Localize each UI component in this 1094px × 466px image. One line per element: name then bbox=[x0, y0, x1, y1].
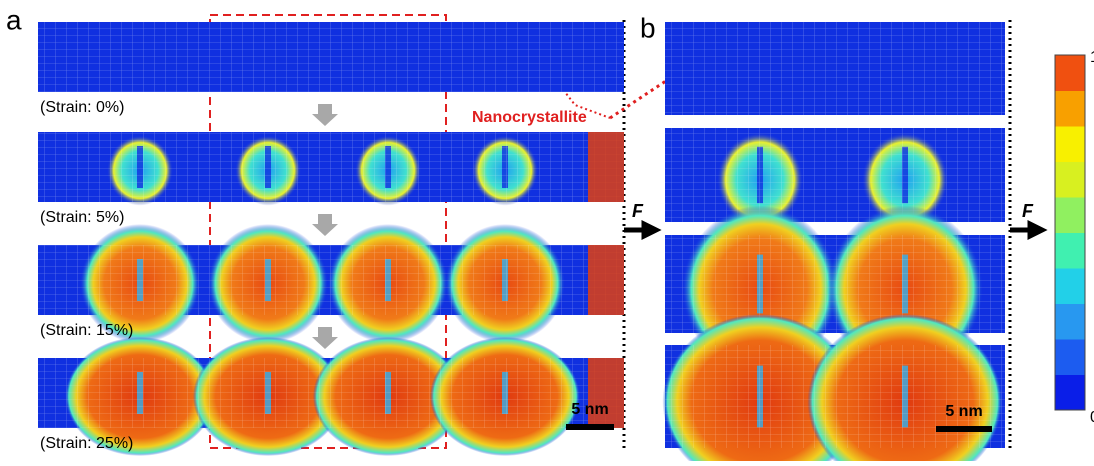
step-arrow bbox=[312, 327, 338, 349]
colorbar-band bbox=[1055, 375, 1085, 411]
mesh bbox=[665, 22, 1005, 115]
annotation: Nanocrystallite bbox=[472, 109, 587, 126]
panel-label: a bbox=[6, 4, 22, 35]
mesh bbox=[38, 132, 624, 202]
scale-label: 5 nm bbox=[571, 401, 608, 418]
step-arrow bbox=[312, 104, 338, 126]
force-arrows bbox=[624, 224, 1042, 236]
strain-label: (Strain: 0%) bbox=[40, 99, 124, 116]
mesh bbox=[665, 235, 1005, 333]
edge-zone bbox=[588, 132, 624, 202]
mesh bbox=[38, 245, 624, 315]
colorbar-band bbox=[1055, 162, 1085, 198]
colorbar-band bbox=[1055, 197, 1085, 233]
scale-bar bbox=[936, 426, 992, 432]
colorbar-band bbox=[1055, 126, 1085, 162]
colorbar-band bbox=[1055, 91, 1085, 127]
force-label: F bbox=[632, 201, 644, 221]
mesh bbox=[665, 128, 1005, 222]
strain-label: (Strain: 5%) bbox=[40, 209, 124, 226]
force-arrow bbox=[624, 224, 656, 236]
colorbar-band bbox=[1055, 55, 1085, 91]
colorbar-band bbox=[1055, 339, 1085, 375]
colorbar-max: 1 bbox=[1090, 49, 1094, 66]
colorbar-band bbox=[1055, 233, 1085, 269]
strain-label: (Strain: 15%) bbox=[40, 322, 133, 339]
mesh bbox=[38, 358, 624, 428]
mesh bbox=[38, 22, 624, 92]
colorbar-min: 0 bbox=[1090, 409, 1094, 426]
scale-label: 5 nm bbox=[945, 403, 982, 420]
colorbar-band bbox=[1055, 304, 1085, 340]
force-arrow bbox=[1010, 224, 1042, 236]
strain-label: (Strain: 25%) bbox=[40, 435, 133, 452]
edge-zone bbox=[588, 245, 624, 315]
force-label: F bbox=[1022, 201, 1034, 221]
figure: a b Nanocrystallite (Strain: 0%) (Strain:… bbox=[0, 0, 1094, 461]
colorbar-band bbox=[1055, 268, 1085, 304]
mesh bbox=[665, 345, 1005, 448]
panel-label: b bbox=[640, 12, 656, 43]
step-arrow bbox=[312, 214, 338, 236]
scale-bar bbox=[566, 424, 614, 430]
